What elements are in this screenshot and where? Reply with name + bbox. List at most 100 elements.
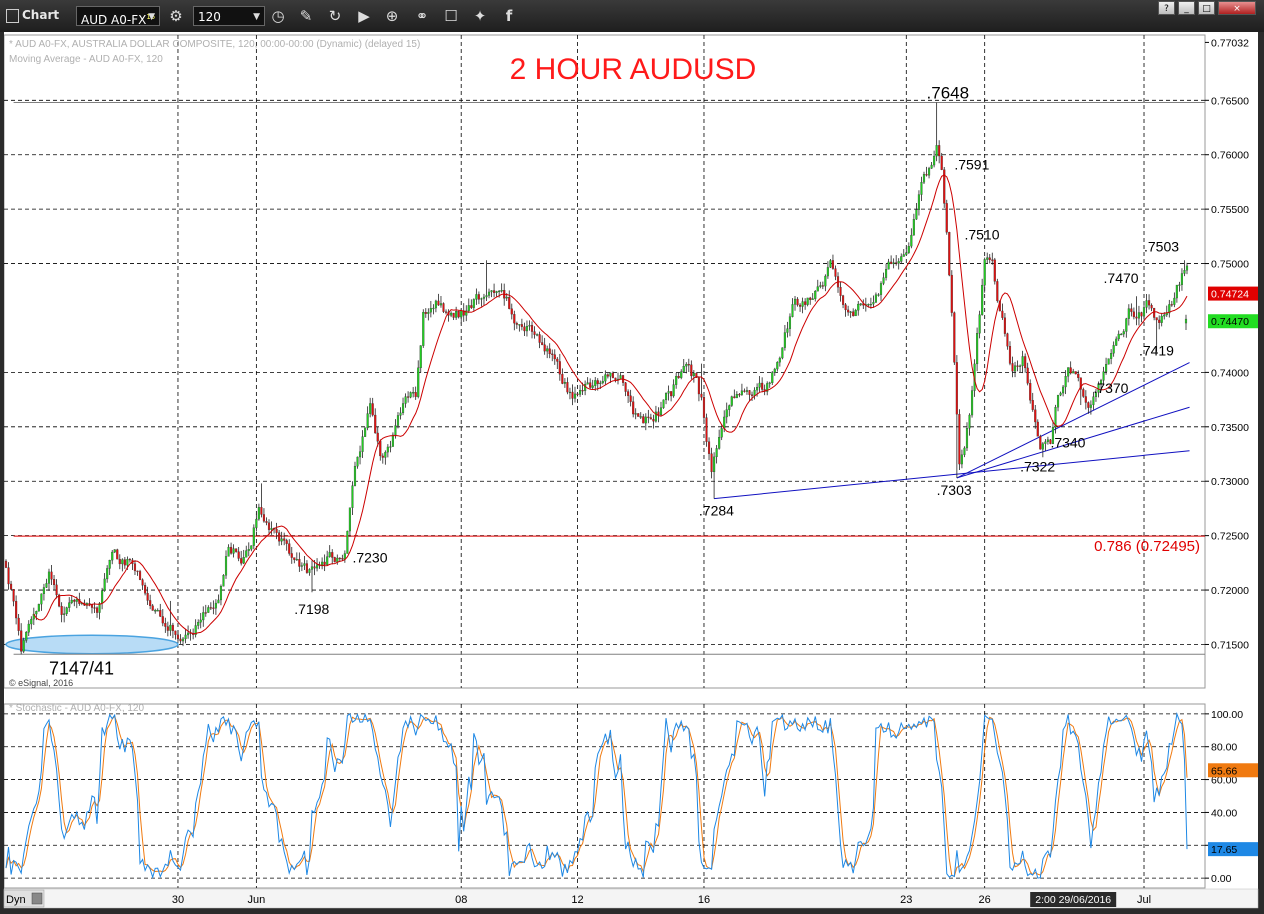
candle-body (877, 294, 880, 296)
candle-body (1013, 365, 1017, 372)
candle-body (632, 401, 635, 415)
candle (905, 247, 908, 256)
candle (65, 606, 68, 617)
candle-body (1039, 436, 1042, 450)
interval-value: 120 (198, 10, 221, 24)
candle (1140, 311, 1143, 323)
price-annotation: .7510 (964, 227, 999, 243)
candle (629, 389, 632, 407)
chart-area[interactable]: 0.786 (0.72495) .7648 .7591 .7510 .7503 .7470… (0, 32, 1264, 914)
candle-body (793, 298, 797, 305)
comment-icon[interactable]: ☐ (444, 7, 458, 25)
clock-icon[interactable]: ◷ (271, 7, 285, 25)
help-button[interactable]: ? (1158, 1, 1175, 15)
refresh-icon[interactable]: ↻ (328, 7, 342, 25)
candle (538, 331, 541, 349)
candle-body (460, 310, 463, 318)
candle (179, 634, 182, 644)
candle-body (391, 434, 394, 447)
candle-body (710, 453, 713, 473)
candle-body (1115, 338, 1118, 346)
candle-body (900, 256, 903, 262)
pencil-icon[interactable]: ✎ (299, 7, 313, 25)
candle (1125, 317, 1128, 338)
candle (315, 558, 319, 572)
candle-body (219, 586, 223, 601)
candle (821, 281, 824, 290)
candle (551, 349, 554, 362)
candle-body (113, 549, 116, 553)
candle-body (758, 382, 761, 388)
candle (164, 617, 167, 633)
candle (508, 290, 511, 310)
time-axis-label: 12 (571, 894, 583, 906)
price-axis-label: 0.76500 (1211, 95, 1249, 107)
candle-body (404, 396, 407, 404)
candle-body (568, 391, 572, 394)
candle-body (950, 274, 953, 313)
minimize-button[interactable]: _ (1178, 1, 1195, 15)
candle-body (353, 465, 357, 486)
candle-body (232, 548, 235, 554)
candle-body (637, 413, 640, 417)
link-icon[interactable]: ⚭ (415, 7, 429, 25)
candle-body (371, 403, 374, 416)
candle (444, 309, 448, 315)
candle (1044, 439, 1047, 452)
candle (227, 544, 230, 557)
candle (773, 367, 776, 376)
twitter-icon[interactable]: ✦ (473, 7, 487, 25)
candle-body (217, 599, 220, 604)
candle-body (209, 607, 212, 609)
candle (819, 281, 822, 289)
candle-body (589, 382, 592, 388)
price-annotation: .7419 (1139, 343, 1174, 359)
candle-body (581, 390, 584, 392)
price-tag-label: 0.74724 (1211, 289, 1249, 301)
search-icon[interactable]: ⊕ (385, 7, 399, 25)
symbol-selector[interactable]: AUD A0-FX15 ▼ (76, 6, 160, 27)
candle (657, 407, 660, 423)
candle-body (781, 347, 784, 359)
candle (983, 257, 986, 293)
candle (414, 386, 417, 400)
candle (103, 573, 106, 592)
candle-body (816, 286, 819, 292)
facebook-icon[interactable]: f (505, 7, 513, 25)
candle (323, 554, 326, 572)
candle (1011, 356, 1014, 378)
candle-body (290, 553, 293, 558)
candle (1062, 384, 1065, 397)
candle (374, 408, 377, 434)
candle-body (1163, 314, 1166, 317)
candle-body (778, 357, 781, 363)
price-axis-label: 0.72000 (1211, 585, 1249, 597)
candle (204, 604, 207, 617)
scroll-handle (31, 892, 43, 905)
candle (571, 384, 574, 406)
candle (690, 360, 693, 380)
price-panel (3, 34, 1206, 689)
candle (879, 281, 883, 301)
play-icon[interactable]: ▶ (358, 7, 370, 25)
candle-body (677, 375, 680, 378)
candle (933, 150, 936, 168)
settings-cog-icon[interactable]: ⚙ (169, 7, 183, 25)
interval-selector[interactable]: 120 ▼ (193, 6, 265, 26)
close-button[interactable]: × (1218, 1, 1256, 15)
candle-body (776, 362, 779, 370)
candle-body (197, 622, 200, 626)
candle-body (275, 528, 278, 533)
price-annotation: .7591 (954, 157, 989, 173)
candle-body (715, 448, 718, 458)
restore-button[interactable]: □ (1198, 1, 1215, 15)
candle-body (740, 390, 743, 395)
candle (467, 298, 470, 314)
candle-body (692, 372, 695, 377)
candle (854, 308, 857, 317)
chart-canvas[interactable]: 0.786 (0.72495) .7648 .7591 .7510 .7503 .7470… (0, 32, 1264, 914)
candle (728, 404, 731, 417)
candle-body (432, 307, 435, 310)
candle (677, 372, 680, 379)
candle-body (642, 416, 645, 424)
